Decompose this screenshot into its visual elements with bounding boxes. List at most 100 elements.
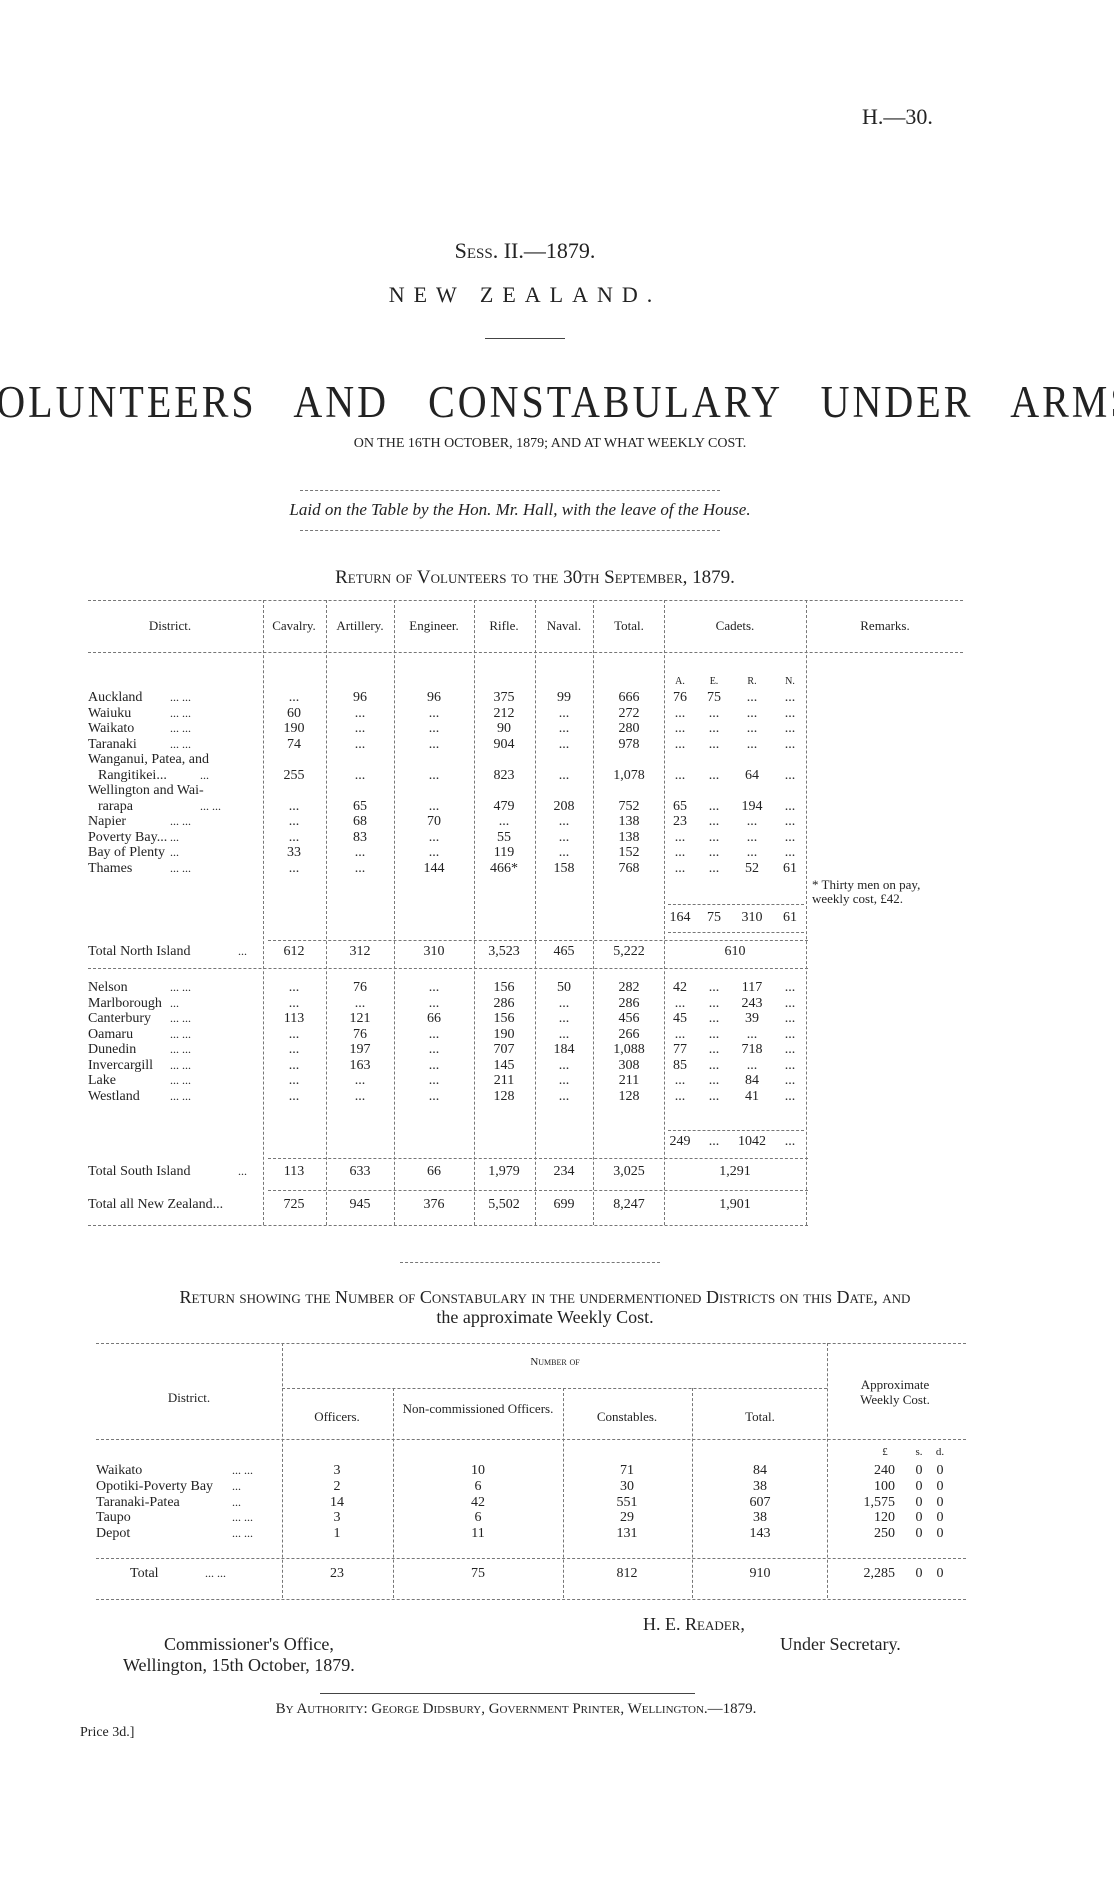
- cost-cell: 0: [915, 1463, 923, 1478]
- divider: [320, 1693, 695, 1694]
- column-divider: [692, 1388, 693, 1598]
- cadet-cell: ...: [784, 798, 796, 814]
- cadet-cell: 243: [741, 995, 763, 1011]
- remarks-note: * Thirty men on pay, weekly cost, £42.: [812, 878, 920, 906]
- cadet-cell: ...: [784, 1073, 796, 1088]
- table-cell: 30: [620, 1478, 634, 1494]
- total-cell: 376: [423, 1197, 445, 1212]
- table-cell: 6: [474, 1478, 482, 1494]
- total-cell: 5,502: [488, 1197, 520, 1212]
- table-cell: ...: [288, 995, 300, 1011]
- session-label: Sess. II.—1879.: [455, 238, 596, 264]
- table-cell: 184: [553, 1042, 575, 1057]
- cadet-cell: ...: [708, 705, 720, 721]
- column-header: Cavalry.: [272, 618, 316, 633]
- table-cell: 978: [618, 736, 640, 752]
- total-cell: 234: [553, 1164, 575, 1179]
- currency-unit: s.: [915, 1446, 923, 1458]
- column-header: Artillery.: [336, 618, 384, 633]
- leader-dots: ... ...: [200, 798, 221, 813]
- price: Price 3d.]: [80, 1725, 135, 1740]
- rule: [88, 968, 808, 969]
- cadet-cell: ...: [708, 1042, 720, 1057]
- district-name: Poverty Bay...: [88, 829, 168, 845]
- cadet-cell: ...: [708, 1073, 720, 1088]
- currency-unit: £: [882, 1446, 888, 1458]
- table-cell: 14: [330, 1494, 344, 1510]
- leader-dots: ... ...: [170, 1042, 191, 1056]
- cost-cell: 100: [874, 1478, 895, 1494]
- cadet-cell: 718: [741, 1042, 763, 1057]
- table-cell: 479: [493, 798, 515, 814]
- cadet-cell: ...: [746, 1057, 758, 1073]
- column-header: Total.: [614, 618, 644, 633]
- cadet-cell: ...: [784, 995, 796, 1011]
- district-name: Nelson: [88, 980, 128, 995]
- table-cell: 3: [333, 1510, 341, 1526]
- leader-dots: ... ...: [232, 1463, 253, 1477]
- divider: [400, 1262, 660, 1263]
- cost-cell: 0: [915, 1494, 923, 1510]
- column-header: District.: [167, 1390, 211, 1405]
- cadet-cell: 61: [783, 860, 797, 876]
- rule: [268, 940, 808, 941]
- district-name: Waikato: [88, 721, 135, 736]
- table-cell: 70: [427, 814, 441, 829]
- table-cell: 466*: [490, 860, 518, 876]
- table-cell: 38: [753, 1510, 767, 1526]
- rule: [96, 1439, 966, 1440]
- leader-dots: ...: [200, 767, 209, 782]
- cadet-cell: ...: [708, 995, 720, 1011]
- table-cell: 158: [553, 860, 575, 876]
- cadet-cell: ...: [674, 1073, 686, 1088]
- cadet-cell: ...: [784, 736, 796, 752]
- cadet-cell: ...: [708, 1057, 720, 1073]
- table-cell: ...: [428, 1042, 440, 1057]
- total-cell: 8,247: [613, 1197, 645, 1212]
- leader-dots: ... ...: [170, 736, 191, 751]
- table-cell: 60: [287, 705, 301, 721]
- leader-dots: ...: [232, 1494, 241, 1509]
- table-cell: ...: [428, 767, 440, 783]
- table-cell: 90: [497, 721, 511, 736]
- table-cell: 255: [283, 767, 305, 783]
- cadet-cell: 77: [673, 1042, 687, 1057]
- table-cell: 1,088: [613, 1042, 645, 1057]
- leader-dots: ...: [238, 1164, 247, 1178]
- table-cell: 190: [493, 1026, 515, 1042]
- table-cell: ...: [354, 721, 366, 736]
- table-cell: ...: [558, 845, 570, 860]
- cadet-cell: ...: [784, 1026, 796, 1042]
- table-cell: 607: [749, 1494, 771, 1510]
- cadet-cell: ...: [746, 690, 758, 705]
- rule: [96, 1343, 966, 1344]
- table-cell: ...: [558, 1026, 570, 1042]
- cadet-cell: 52: [745, 860, 759, 876]
- column-divider: [282, 1343, 283, 1598]
- cadet-cell: ...: [708, 1088, 720, 1104]
- table-cell: ...: [354, 860, 366, 876]
- district-name: Taupo: [96, 1510, 131, 1526]
- table-cell: ...: [354, 736, 366, 752]
- column-header: Constables.: [596, 1409, 658, 1424]
- printer-imprint: By Authority: George Didsbury, Governmen…: [275, 1701, 757, 1717]
- district-name: Auckland: [88, 690, 143, 705]
- cadet-cell: 64: [745, 767, 759, 783]
- table-cell: 2: [333, 1478, 341, 1494]
- column-header: Rifle.: [489, 618, 519, 633]
- rule: [268, 1158, 808, 1159]
- cadet-cell: ...: [746, 736, 758, 752]
- column-divider: [263, 600, 264, 1225]
- table-cell: ...: [288, 829, 300, 845]
- table-cell: 551: [616, 1494, 638, 1510]
- cadet-cell: ...: [708, 767, 720, 783]
- leader-dots: ... ...: [170, 1073, 191, 1087]
- table-cell: 308: [618, 1057, 640, 1073]
- table-cell: ...: [354, 705, 366, 721]
- table-cell: ...: [428, 845, 440, 860]
- table-cell: ...: [354, 845, 366, 860]
- table-cell: 272: [618, 705, 640, 721]
- district-name: Total: [130, 1566, 159, 1581]
- table-cell: 76: [353, 980, 367, 995]
- district-name: Wanganui, Patea, and: [88, 752, 209, 767]
